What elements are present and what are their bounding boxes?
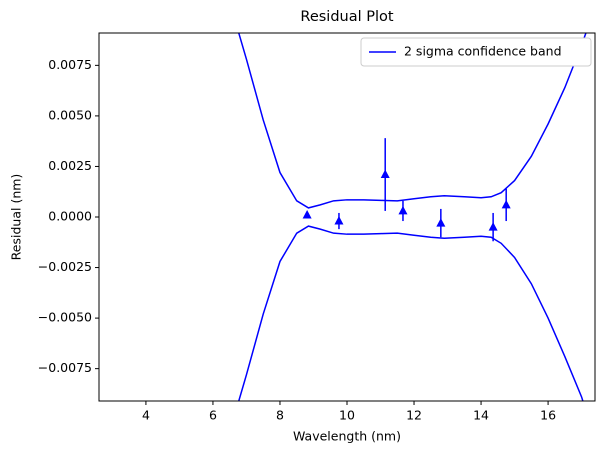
data-point xyxy=(501,199,511,209)
data-point xyxy=(380,169,390,179)
y-tick-label: −0.0025 xyxy=(38,259,92,274)
y-tick-label: −0.0075 xyxy=(38,360,92,375)
legend-label: 2 sigma confidence band xyxy=(404,44,562,59)
data-point xyxy=(488,222,498,231)
x-tick-label: 6 xyxy=(209,408,217,423)
data-point xyxy=(398,205,408,215)
y-tick-label: 0.0000 xyxy=(48,209,92,224)
band-line xyxy=(237,33,587,209)
chart-title: Residual Plot xyxy=(300,9,393,25)
x-tick-label: 10 xyxy=(339,408,355,423)
data-point xyxy=(436,218,446,227)
y-tick-label: 0.0050 xyxy=(48,107,92,122)
y-axis-label: Residual (nm) xyxy=(9,174,24,261)
data-point xyxy=(302,209,312,219)
x-tick-label: 8 xyxy=(276,408,284,423)
x-tick-label: 16 xyxy=(540,408,556,423)
legend-box xyxy=(360,37,592,67)
band-line xyxy=(237,225,584,401)
x-axis-label: Wavelength (nm) xyxy=(293,429,401,444)
x-tick-label: 4 xyxy=(142,408,150,423)
y-tick-label: −0.0050 xyxy=(38,310,92,325)
plot-area xyxy=(237,33,587,401)
x-tick-label: 12 xyxy=(406,408,422,423)
x-tick-label: 14 xyxy=(473,408,489,423)
data-point xyxy=(334,216,344,225)
y-tick-label: 0.0075 xyxy=(48,57,92,72)
y-tick-label: 0.0025 xyxy=(48,158,92,173)
